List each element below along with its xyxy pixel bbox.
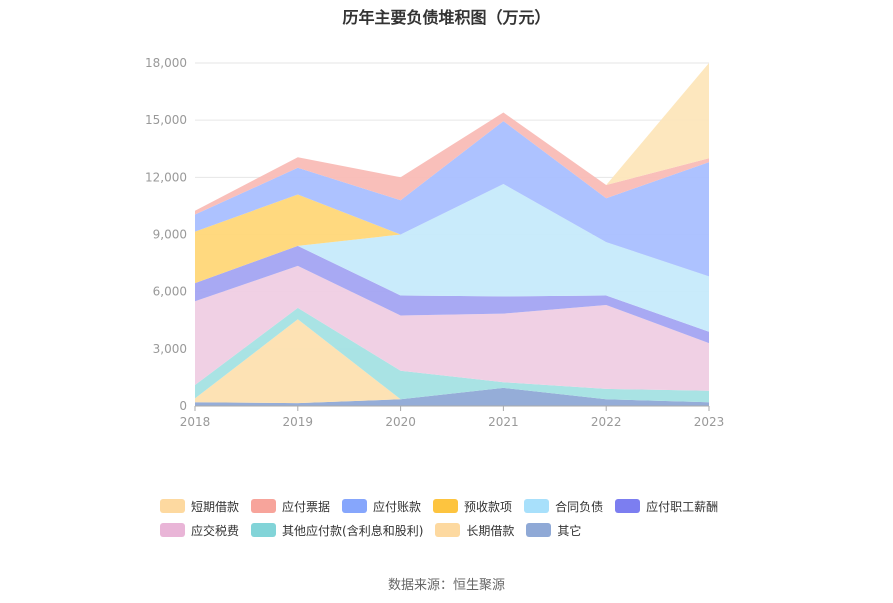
legend-item[interactable]: 长期借款 xyxy=(435,522,514,539)
legend-swatch xyxy=(342,499,367,513)
legend-swatch xyxy=(435,523,460,537)
legend-item[interactable]: 其他应付款(含利息和股利) xyxy=(251,522,423,539)
y-tick-label: 15,000 xyxy=(145,113,187,127)
legend-item[interactable]: 应付票据 xyxy=(251,498,330,515)
data-source-note: 数据来源：恒生聚源 xyxy=(0,574,893,593)
legend-swatch xyxy=(160,499,185,513)
legend-swatch xyxy=(251,523,276,537)
x-tick-label: 2023 xyxy=(694,415,725,429)
legend-label: 长期借款 xyxy=(466,522,514,539)
legend-swatch xyxy=(160,523,185,537)
legend-swatch xyxy=(526,523,551,537)
legend-item[interactable]: 应付账款 xyxy=(342,498,421,515)
legend-label: 短期借款 xyxy=(191,498,239,515)
x-tick-label: 2022 xyxy=(591,415,622,429)
y-tick-label: 6,000 xyxy=(153,285,187,299)
legend-row: 应交税费 其他应付款(含利息和股利) 长期借款 其它 xyxy=(160,518,760,542)
x-tick-label: 2020 xyxy=(385,415,416,429)
stacked-area-chart: 0 3,000 6,000 9,000 12,000 15,000 18,000 2018 20… xyxy=(0,0,893,470)
legend-label: 预收款项 xyxy=(464,498,512,515)
legend-swatch xyxy=(433,499,458,513)
x-tick-label: 2021 xyxy=(488,415,519,429)
legend-item[interactable]: 短期借款 xyxy=(160,498,239,515)
legend-label: 其它 xyxy=(557,522,581,539)
legend-label: 应付账款 xyxy=(373,498,421,515)
legend-item[interactable]: 合同负债 xyxy=(524,498,603,515)
legend-label: 其他应付款(含利息和股利) xyxy=(282,522,423,539)
x-tick-label: 2019 xyxy=(283,415,314,429)
legend: 短期借款 应付票据 应付账款 预收款项 合同负债 应付职工薪酬 应交税费 其他应付款(含利息… xyxy=(160,494,760,542)
legend-item[interactable]: 应交税费 xyxy=(160,522,239,539)
legend-item[interactable]: 其它 xyxy=(526,522,581,539)
legend-label: 合同负债 xyxy=(555,498,603,515)
y-tick-label: 9,000 xyxy=(153,228,187,242)
legend-swatch xyxy=(524,499,549,513)
y-tick-label: 3,000 xyxy=(153,342,187,356)
legend-row: 短期借款 应付票据 应付账款 预收款项 合同负债 应付职工薪酬 xyxy=(160,494,760,518)
legend-label: 应交税费 xyxy=(191,522,239,539)
legend-item[interactable]: 预收款项 xyxy=(433,498,512,515)
y-tick-label: 12,000 xyxy=(145,170,187,184)
legend-swatch xyxy=(615,499,640,513)
legend-swatch xyxy=(251,499,276,513)
legend-label: 应付票据 xyxy=(282,498,330,515)
legend-label: 应付职工薪酬 xyxy=(646,498,718,515)
y-tick-label: 18,000 xyxy=(145,56,187,70)
x-tick-label: 2018 xyxy=(180,415,211,429)
area-series-layer xyxy=(195,63,709,406)
y-tick-label: 0 xyxy=(179,399,187,413)
legend-item[interactable]: 应付职工薪酬 xyxy=(615,498,718,515)
